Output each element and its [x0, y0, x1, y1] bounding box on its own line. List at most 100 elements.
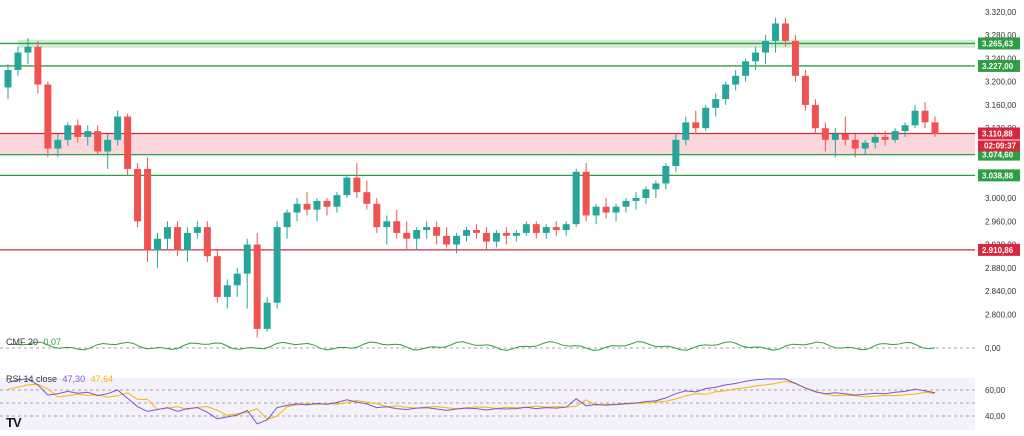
candle-body [702, 107, 710, 129]
candle-body [851, 139, 859, 149]
candle-body [931, 122, 939, 134]
candle-body [732, 75, 740, 85]
candle-body [193, 227, 201, 233]
candle-body [752, 52, 760, 62]
cmf-line [9, 340, 936, 351]
candle-body [811, 104, 819, 129]
candle-body [413, 230, 421, 239]
tradingview-logo[interactable]: TV [6, 415, 22, 430]
candle-body [532, 224, 540, 233]
cmf-label: CMF 20 [6, 337, 39, 347]
rsi-value: 47,30 [62, 374, 86, 384]
candle-body [94, 131, 102, 152]
candle-body [24, 46, 32, 53]
rsi-line [7, 378, 936, 425]
red-zone [0, 133, 975, 155]
candle-body [74, 125, 82, 137]
candle-body [762, 40, 770, 53]
candle-body [263, 302, 271, 329]
level-tag-0 [978, 37, 1020, 50]
candle-body [353, 177, 361, 193]
candle-body [861, 142, 869, 149]
candle-body [313, 200, 321, 210]
candle-body [403, 232, 411, 239]
price-tick-label: 3.200,00 [985, 78, 1017, 87]
candle-body [363, 192, 371, 204]
candle-body [423, 227, 431, 230]
candle-body [343, 177, 351, 196]
level-tag-5 [978, 243, 1020, 256]
candle-body [652, 183, 660, 190]
countdown-label: 02:09:37 [984, 141, 1017, 150]
candle-body [801, 75, 809, 105]
candle-body [871, 136, 879, 143]
rsi-tick-label: 60,00 [985, 386, 1006, 395]
candle-body [154, 238, 162, 251]
candle-body [512, 232, 520, 236]
candle-body [173, 227, 181, 251]
candle-body [14, 52, 22, 70]
candle-body [492, 232, 500, 242]
candle-body [472, 230, 480, 233]
level-tag-label: 3.110,88 [982, 129, 1013, 138]
price-tick-label: 3.240,00 [985, 54, 1017, 63]
rsi-legend[interactable]: RSI 14 close 47,30 47,64 [6, 374, 116, 384]
candle-body [163, 227, 171, 239]
candle-body [821, 128, 829, 140]
price-tick-label: 2.840,00 [985, 287, 1017, 296]
price-tick-label: 3.320,00 [985, 8, 1017, 17]
price-tick-label: 2.960,00 [985, 217, 1017, 226]
candle-body [333, 195, 341, 207]
price-tick-label: 2.880,00 [985, 264, 1017, 273]
candle-body [841, 134, 849, 140]
candle-body [552, 227, 560, 230]
candle-body [283, 212, 291, 228]
candle-body [911, 110, 919, 126]
candle-body [482, 232, 490, 242]
level-tag-1 [978, 59, 1020, 72]
candle-body [183, 232, 191, 251]
candle-body [831, 134, 839, 140]
level-tag-label: 3.227,00 [982, 62, 1014, 71]
candle-body [901, 125, 909, 132]
candle-body [642, 189, 650, 198]
candle-body [383, 221, 391, 228]
candle-body [64, 125, 72, 140]
candle-body [502, 232, 510, 236]
candle-body [453, 235, 461, 245]
candle-body [273, 227, 281, 303]
level-tag-4 [978, 169, 1020, 182]
candle-body [433, 227, 441, 236]
candle-body [34, 46, 42, 85]
candle-body [124, 116, 132, 169]
price-tick-label: 3.160,00 [985, 101, 1017, 110]
candle-body [134, 168, 142, 222]
candle-body [632, 198, 640, 201]
level-tag-2 [978, 127, 1020, 140]
candle-body [781, 23, 789, 41]
candle-body [672, 139, 680, 166]
candle-body [443, 235, 451, 245]
candle-body [712, 99, 720, 108]
candle-body [602, 206, 610, 213]
rsi-tick-label: 40,00 [985, 412, 1006, 421]
level-tag-label: 3.074,60 [982, 151, 1014, 160]
cmf-value: 0,07 [43, 337, 62, 347]
candle-body [722, 84, 730, 100]
cmf-legend[interactable]: CMF 20 0,07 [6, 337, 64, 347]
cmf-zero-label: 0,00 [985, 344, 1001, 353]
candle-body [373, 203, 381, 228]
candle-body [393, 221, 401, 233]
candle-body [104, 139, 112, 152]
price-tick-label: 3.000,00 [985, 194, 1017, 203]
candle-body [522, 224, 530, 233]
candle-body [891, 131, 899, 140]
rsi-label: RSI 14 close [6, 374, 58, 384]
candle-body [213, 256, 221, 297]
candle-body [84, 131, 92, 137]
level-tag-label: 2.910,86 [982, 246, 1014, 255]
candle-body [612, 206, 620, 213]
candle-body [233, 273, 241, 286]
